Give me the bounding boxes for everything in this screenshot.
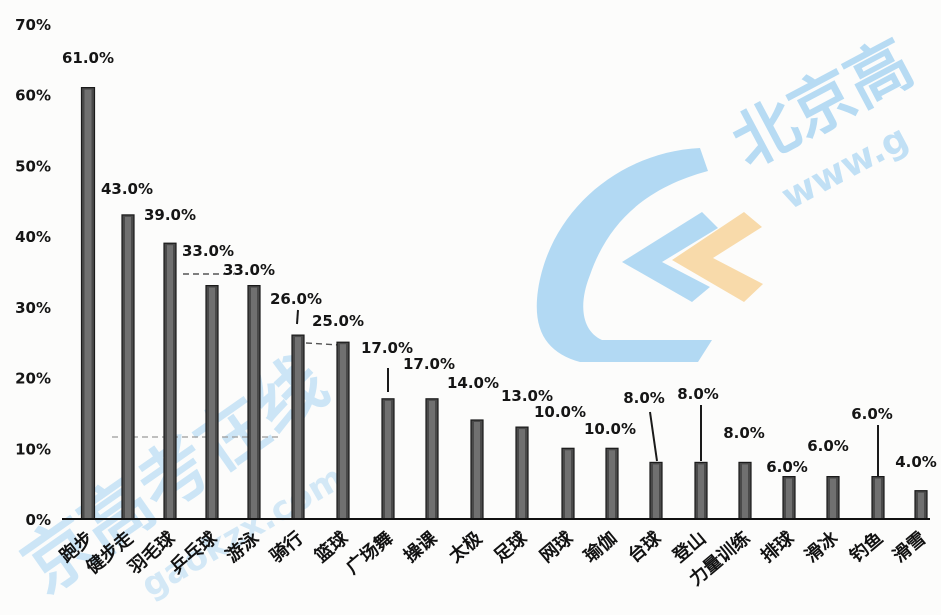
bar <box>871 476 885 520</box>
bar-highlight <box>609 450 615 518</box>
data-label: 13.0% <box>501 387 553 405</box>
bar-highlight <box>742 464 748 518</box>
bar-highlight <box>295 337 301 518</box>
bar-highlight <box>251 287 257 518</box>
bar <box>425 398 439 520</box>
bar-highlight <box>340 344 346 518</box>
y-tick-label: 10% <box>15 440 51 458</box>
x-tick-label: 钓鱼 <box>845 527 887 567</box>
bar-highlight <box>918 492 924 518</box>
data-label: 6.0% <box>807 437 849 455</box>
leader-line <box>296 309 299 325</box>
bar-highlight <box>167 245 173 518</box>
bar <box>336 341 350 520</box>
x-tick-label: 广场舞 <box>342 527 398 579</box>
leader-line <box>649 411 658 462</box>
y-tick-label: 60% <box>15 87 51 105</box>
bar <box>515 426 529 520</box>
bar-highlight <box>429 400 435 518</box>
bar <box>291 334 305 520</box>
bar <box>80 86 96 520</box>
bar <box>381 398 395 520</box>
bar-highlight <box>698 464 704 518</box>
watermark: 北京高 www.g 京高考在线 gaokzx.com <box>8 27 925 609</box>
data-label: 61.0% <box>62 49 114 67</box>
y-axis: 0% 10% 20% 30% 40% 50% 60% 70% <box>15 16 51 529</box>
data-label: 8.0% <box>623 389 665 407</box>
bar <box>605 447 619 520</box>
x-tick-label: 太极 <box>444 526 486 567</box>
bar <box>561 447 575 520</box>
bar-highlight <box>209 287 215 518</box>
bar <box>247 285 261 520</box>
bar-highlight <box>125 216 131 518</box>
watermark-logo-chevron-accent <box>672 212 763 302</box>
bar-highlight <box>653 464 659 518</box>
x-tick-label: 滑冰 <box>800 526 842 567</box>
data-label: 33.0% <box>223 261 275 279</box>
y-tick-label: 30% <box>15 299 51 317</box>
x-tick-label: 网球 <box>536 527 578 567</box>
bar <box>694 461 708 520</box>
y-tick-label: 50% <box>15 157 51 175</box>
bar-highlight <box>875 478 881 518</box>
data-label: 39.0% <box>144 206 196 224</box>
bar <box>782 476 796 520</box>
data-label: 43.0% <box>101 180 153 198</box>
bar <box>738 461 752 520</box>
bar <box>649 461 663 520</box>
bar <box>914 490 928 520</box>
x-tick-label: 足球 <box>490 527 532 567</box>
bar <box>121 214 135 520</box>
data-label: 17.0% <box>361 339 413 357</box>
data-labels: 61.0% 43.0% 39.0% 33.0%33.0% 26.0% 25.0% 17.0%… <box>62 49 937 476</box>
y-tick-label: 40% <box>15 228 51 246</box>
data-label: 26.0% <box>270 290 322 308</box>
y-tick-label: 70% <box>15 16 51 34</box>
data-label: 17.0% <box>403 355 455 373</box>
watermark-logo-chevron <box>622 212 718 302</box>
bar-highlight <box>84 89 92 518</box>
x-tick-label: 台球 <box>623 526 665 567</box>
bar-highlight <box>385 400 391 518</box>
data-label: 8.0% <box>723 424 765 442</box>
bar-highlight <box>474 422 480 518</box>
bar <box>470 419 484 520</box>
data-label: 6.0% <box>851 405 893 423</box>
data-label: 8.0% <box>677 385 719 403</box>
y-tick-label: 0% <box>26 511 51 529</box>
x-tick-label: 滑雪 <box>889 528 930 567</box>
bar-highlight <box>786 478 792 518</box>
data-label: 14.0% <box>447 374 499 392</box>
watermark-logo-arc <box>536 148 712 362</box>
data-label: 10.0% <box>534 403 586 421</box>
data-label: 25.0% <box>312 312 364 330</box>
y-tick-label: 20% <box>15 370 51 388</box>
bar-highlight <box>830 478 836 518</box>
data-label: 10.0% <box>584 420 636 438</box>
x-tick-label: 瑜伽 <box>579 527 621 567</box>
bar <box>826 476 840 520</box>
data-label: 33.0% <box>182 242 234 260</box>
bar-highlight <box>519 429 525 518</box>
bar-highlight <box>565 450 571 518</box>
watermark-logo <box>536 148 763 362</box>
bar <box>163 242 177 520</box>
x-tick-label: 操课 <box>399 526 441 567</box>
data-label: 4.0% <box>895 453 937 471</box>
dashed-mark <box>305 342 341 346</box>
bars <box>80 86 928 520</box>
bar <box>205 285 219 520</box>
data-label: 6.0% <box>766 458 808 476</box>
x-tick-label: 排球 <box>756 526 798 567</box>
